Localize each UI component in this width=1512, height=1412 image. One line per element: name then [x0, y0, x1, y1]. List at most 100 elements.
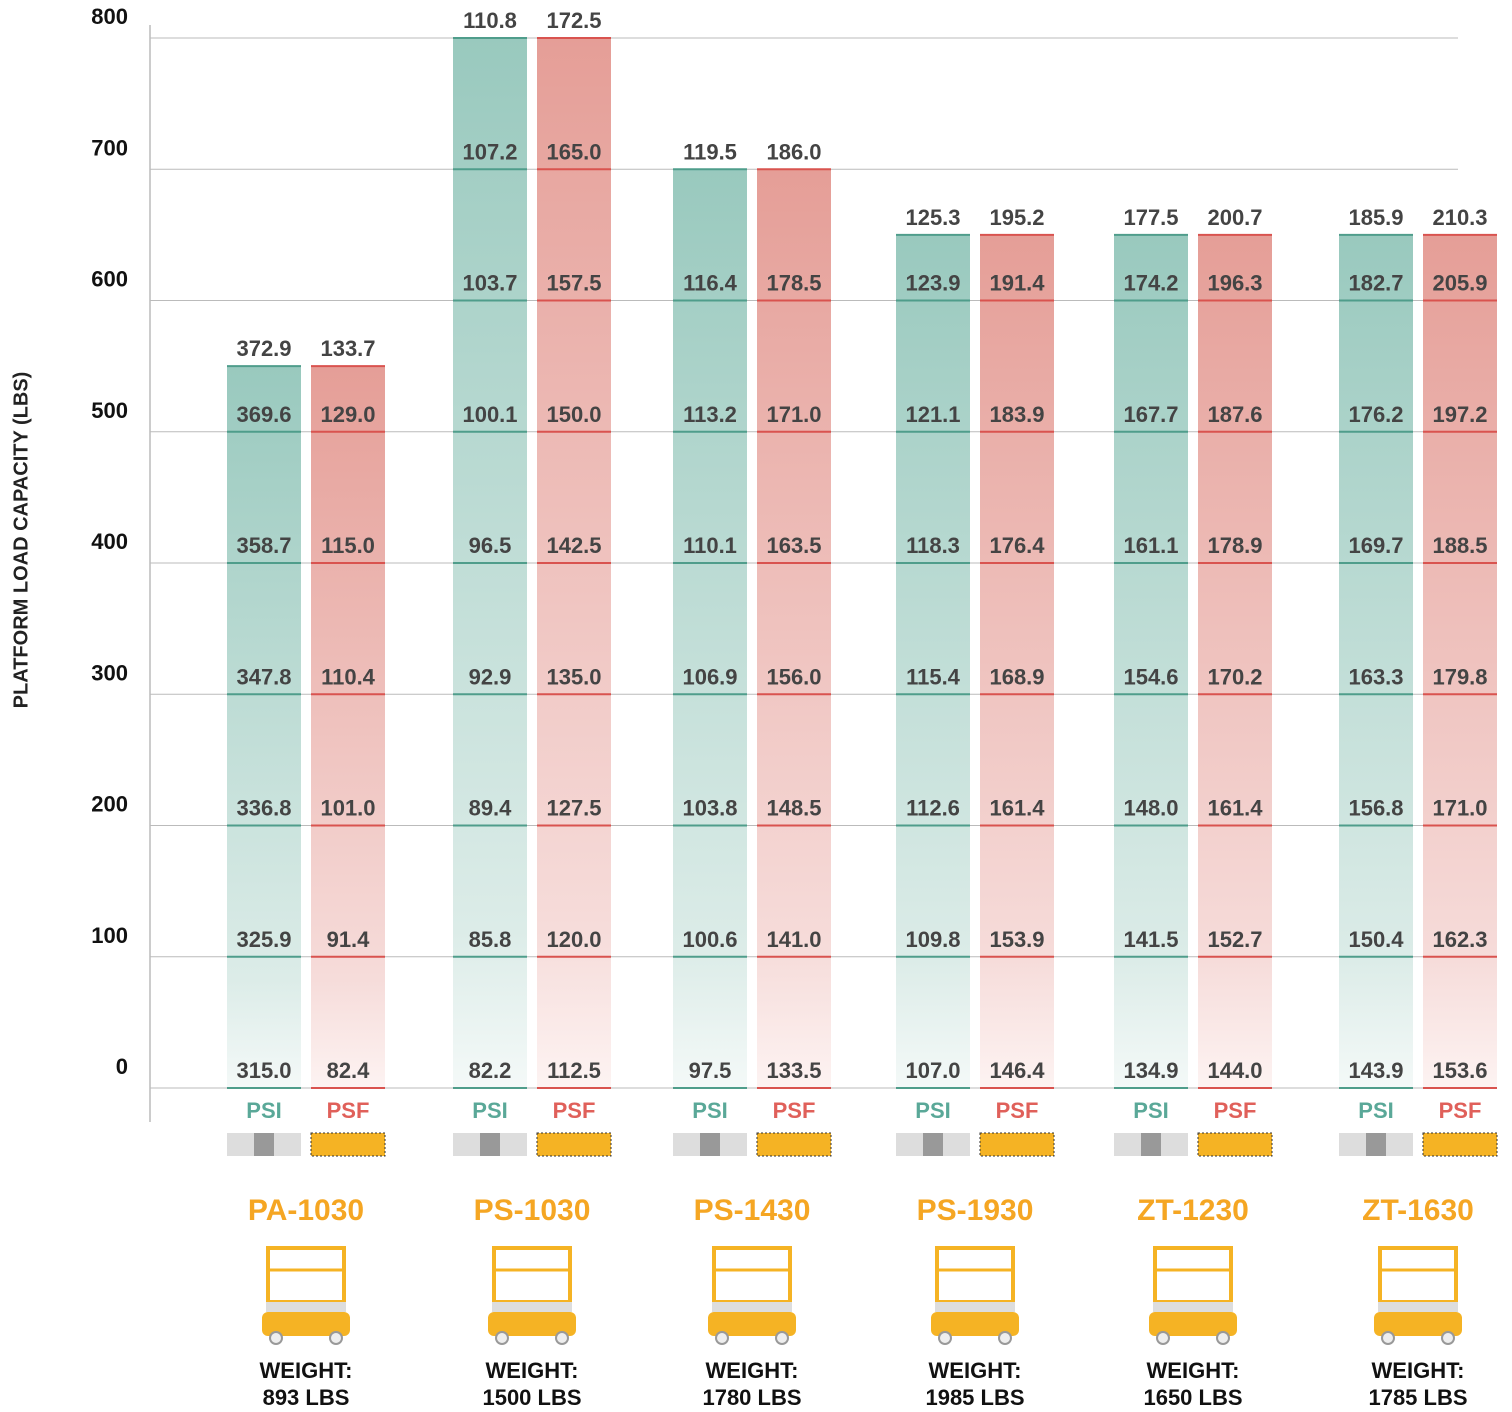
footprint-icon — [1141, 1133, 1161, 1156]
data-label: 170.2 — [1207, 664, 1262, 689]
data-label: 167.7 — [1123, 402, 1178, 427]
weight-label: WEIGHT: — [1147, 1358, 1240, 1383]
data-label: 148.5 — [766, 796, 821, 821]
data-label: 161.1 — [1123, 533, 1178, 558]
data-label: 135.0 — [546, 664, 601, 689]
data-label: 133.5 — [766, 1058, 821, 1083]
data-label: 110.8 — [463, 8, 517, 33]
lift-wheel — [1442, 1332, 1454, 1344]
model-name: ZT-1630 — [1362, 1194, 1474, 1227]
data-label: 141.0 — [766, 927, 821, 952]
data-label: 106.9 — [682, 664, 737, 689]
lift-wheel — [1217, 1332, 1229, 1344]
bar — [1339, 235, 1413, 1088]
data-label: 107.2 — [462, 139, 517, 164]
weight-label: WEIGHT: — [260, 1358, 353, 1383]
data-label: 134.9 — [1123, 1058, 1178, 1083]
lift-rail — [714, 1248, 790, 1302]
data-label: 115.4 — [906, 664, 961, 689]
series-label: PSF — [553, 1098, 596, 1123]
chart: PLATFORM LOAD CAPACITY (LBS) 01002003004… — [0, 0, 1512, 1412]
data-label: 129.0 — [320, 402, 375, 427]
data-label: 315.0 — [236, 1058, 291, 1083]
data-label: 103.8 — [682, 796, 737, 821]
lift-scissor — [492, 1302, 572, 1312]
lift-scissor — [712, 1302, 792, 1312]
data-label: 154.6 — [1123, 664, 1178, 689]
data-label: 100.1 — [462, 402, 517, 427]
lift-wheel — [330, 1332, 342, 1344]
data-label: 125.3 — [905, 205, 960, 230]
lift-wheel — [999, 1332, 1011, 1344]
data-label: 133.7 — [320, 336, 375, 361]
data-label: 97.5 — [689, 1058, 732, 1083]
data-label: 110.4 — [321, 664, 376, 689]
data-label: 183.9 — [989, 402, 1044, 427]
data-label: 113.2 — [683, 402, 737, 427]
lift-rail — [1380, 1248, 1456, 1302]
page: PLATFORM LOAD CAPACITY (LBS) 01002003004… — [0, 0, 1512, 1412]
data-label: 187.6 — [1207, 402, 1262, 427]
data-label: 82.4 — [327, 1058, 371, 1083]
data-label: 150.0 — [546, 402, 601, 427]
weight-label: WEIGHT: — [929, 1358, 1022, 1383]
model-name: PS-1930 — [917, 1194, 1034, 1227]
data-label: 146.4 — [989, 1058, 1045, 1083]
data-label: 156.0 — [766, 664, 821, 689]
data-label: 210.3 — [1432, 205, 1487, 230]
data-label: 101.0 — [320, 796, 375, 821]
model-name: PA-1030 — [248, 1194, 364, 1227]
data-label: 169.7 — [1348, 533, 1403, 558]
data-label: 85.8 — [469, 927, 512, 952]
weight-value: 893 LBS — [263, 1385, 350, 1410]
data-label: 205.9 — [1432, 271, 1487, 296]
data-label: 120.0 — [546, 927, 601, 952]
data-label: 116.4 — [683, 271, 738, 296]
data-label: 176.2 — [1348, 402, 1403, 427]
data-label: 127.5 — [546, 796, 601, 821]
y-tick-label: 0 — [116, 1054, 128, 1079]
data-label: 109.8 — [905, 927, 960, 952]
data-label: 336.8 — [236, 796, 291, 821]
model-name: PS-1030 — [474, 1194, 591, 1227]
weight-value: 1785 LBS — [1368, 1385, 1467, 1410]
data-label: 156.8 — [1348, 796, 1403, 821]
data-label: 153.6 — [1432, 1058, 1487, 1083]
y-tick-label: 600 — [91, 267, 128, 292]
data-label: 92.9 — [469, 664, 512, 689]
footprint-icon — [1198, 1133, 1272, 1156]
y-tick-label: 100 — [91, 923, 128, 948]
lift-scissor — [1153, 1302, 1233, 1312]
data-label: 157.5 — [546, 271, 601, 296]
lift-wheel — [939, 1332, 951, 1344]
data-label: 103.7 — [462, 271, 517, 296]
data-label: 168.9 — [989, 664, 1044, 689]
footprint-icon — [311, 1133, 385, 1156]
bar — [896, 235, 970, 1088]
series-label: PSI — [692, 1098, 727, 1123]
data-label: 163.5 — [766, 533, 821, 558]
data-label: 91.4 — [327, 927, 371, 952]
y-tick-label: 700 — [91, 135, 128, 160]
bar — [1198, 235, 1272, 1088]
data-label: 100.6 — [682, 927, 737, 952]
data-label: 177.5 — [1123, 205, 1178, 230]
y-tick-label: 300 — [91, 660, 128, 685]
data-label: 188.5 — [1432, 533, 1487, 558]
series-label: PSI — [472, 1098, 507, 1123]
series-label: PSF — [1214, 1098, 1257, 1123]
data-label: 96.5 — [469, 533, 512, 558]
data-label: 82.2 — [469, 1058, 512, 1083]
data-label: 358.7 — [236, 533, 291, 558]
data-label: 143.9 — [1348, 1058, 1403, 1083]
bar — [311, 366, 385, 1088]
data-label: 165.0 — [546, 139, 601, 164]
lift-rail — [268, 1248, 344, 1302]
data-label: 112.6 — [906, 796, 960, 821]
footprint-icon — [1366, 1133, 1386, 1156]
data-label: 182.7 — [1348, 271, 1403, 296]
data-label: 172.5 — [546, 8, 601, 33]
footprint-icon — [254, 1133, 274, 1156]
data-label: 197.2 — [1432, 402, 1487, 427]
bar — [980, 235, 1054, 1088]
